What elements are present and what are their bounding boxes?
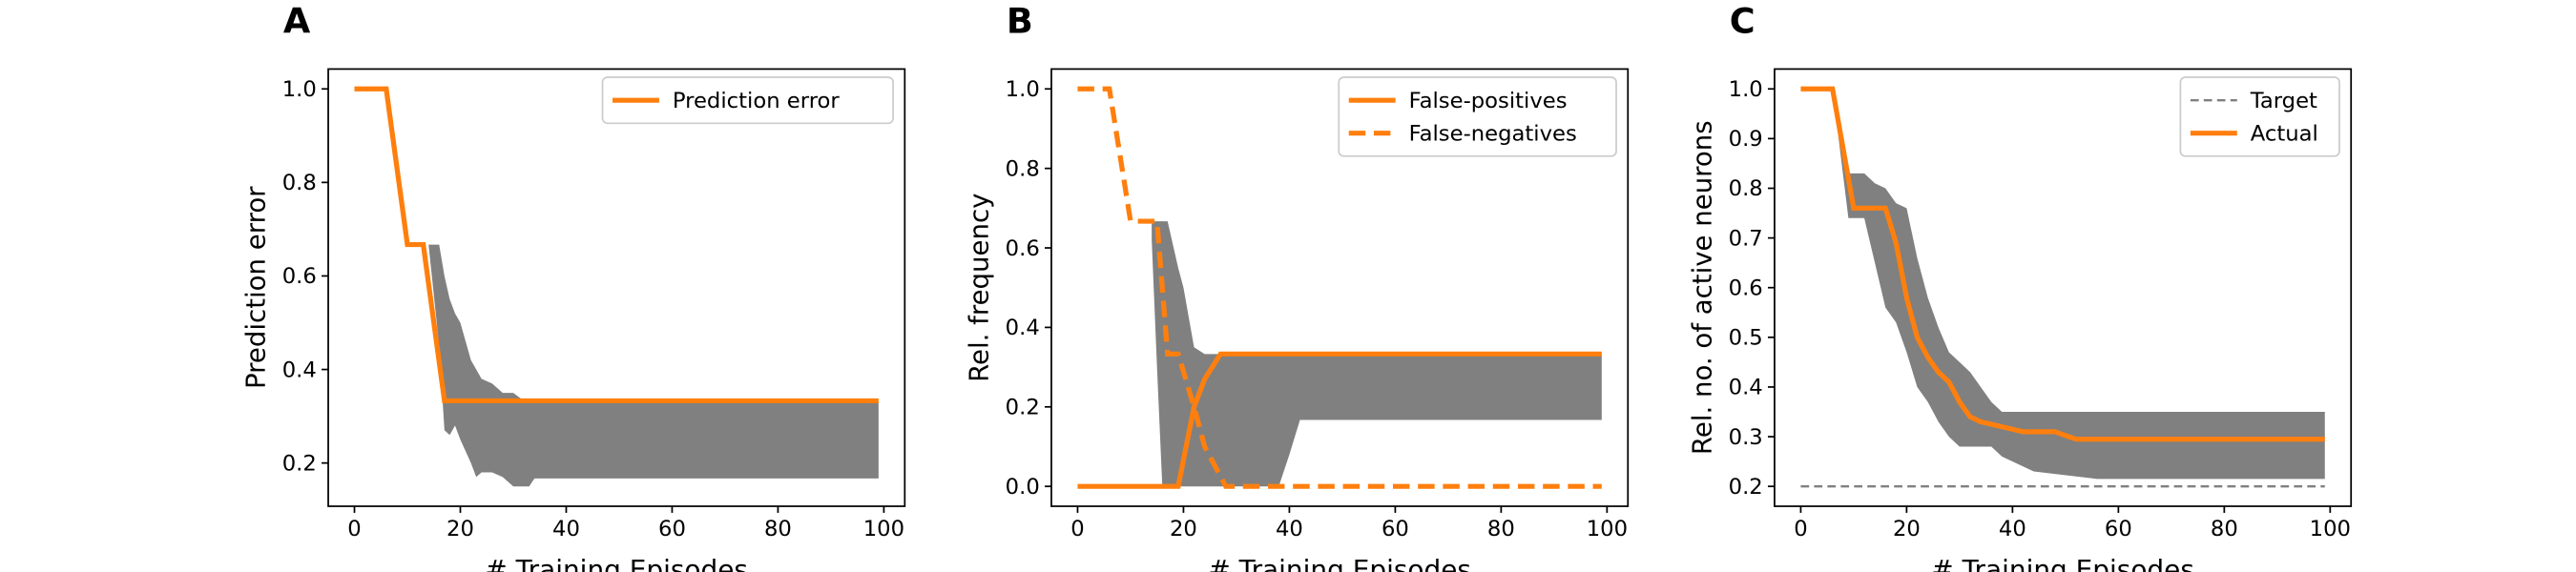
band bbox=[428, 244, 879, 487]
y-tick-label: 1.0 bbox=[1006, 77, 1040, 102]
panel: 0 20 40 60 80 100 0.2 0.3 0.4 0.5 0.6 0.7 0.8 0.9 1.0 #… bbox=[1686, 1, 2353, 572]
panel: 0 20 40 60 80 100 0.2 0.4 0.6 0.8 1.0 # Training Ep… bbox=[240, 1, 906, 572]
x-tick-label: 100 bbox=[1587, 517, 1628, 541]
x-axis-label: # Training Episodes bbox=[1931, 554, 2194, 572]
series-line bbox=[1077, 351, 1602, 489]
y-tick-label: 0.2 bbox=[1729, 475, 1763, 500]
axes-frame bbox=[327, 68, 906, 507]
legend-label: Prediction error bbox=[673, 89, 841, 113]
y-tick-label: 0.8 bbox=[282, 171, 317, 195]
x-axis-label: # Training Episodes bbox=[485, 554, 748, 572]
x-tick-label: 80 bbox=[2211, 517, 2238, 541]
y-tick-label: 0.4 bbox=[1006, 316, 1040, 340]
legend-box bbox=[2179, 76, 2340, 157]
x-tick-label: 20 bbox=[447, 517, 474, 541]
x-tick-label: 20 bbox=[1170, 517, 1197, 541]
panel-label: C bbox=[1730, 1, 1755, 42]
panel: 0 20 40 60 80 100 0.0 0.2 0.4 0.6 0.8 1.0 # Training… bbox=[963, 1, 1630, 572]
legend-box bbox=[1338, 76, 1617, 157]
legend-label: Actual bbox=[2251, 122, 2318, 147]
x-tick-label: 40 bbox=[1276, 517, 1303, 541]
x-tick-label: 0 bbox=[1070, 517, 1084, 541]
x-tick-label: 60 bbox=[2105, 517, 2132, 541]
y-tick-label: 0.2 bbox=[1006, 396, 1040, 420]
x-tick-label: 80 bbox=[764, 517, 792, 541]
series-line bbox=[354, 86, 879, 404]
y-tick-label: 0.8 bbox=[1729, 176, 1763, 201]
y-tick-label: 0.6 bbox=[1006, 236, 1040, 261]
y-tick-label: 0.4 bbox=[282, 358, 317, 382]
x-tick-label: 0 bbox=[1794, 517, 1807, 541]
y-axis-label: Prediction error bbox=[240, 186, 272, 389]
legend-label: False-positives bbox=[1409, 89, 1568, 113]
y-tick-label: 0.7 bbox=[1729, 226, 1763, 251]
x-tick-label: 0 bbox=[347, 517, 361, 541]
x-tick-label: 60 bbox=[658, 517, 686, 541]
x-tick-label: 20 bbox=[1893, 517, 1921, 541]
y-tick-label: 0.0 bbox=[1006, 475, 1040, 500]
series-line bbox=[1077, 86, 1602, 489]
legend-label: False-negatives bbox=[1409, 122, 1577, 147]
y-tick-label: 0.8 bbox=[1006, 157, 1040, 182]
y-tick-label: 0.3 bbox=[1729, 425, 1763, 450]
band bbox=[1832, 89, 2325, 480]
y-tick-label: 0.9 bbox=[1729, 127, 1763, 152]
x-tick-label: 40 bbox=[1999, 517, 2026, 541]
y-tick-label: 0.2 bbox=[282, 452, 317, 477]
y-tick-label: 0.5 bbox=[1729, 326, 1763, 351]
y-axis-label: Rel. frequency bbox=[963, 194, 994, 382]
x-tick-label: 100 bbox=[2310, 517, 2351, 541]
x-tick-label: 80 bbox=[1487, 517, 1515, 541]
y-tick-label: 0.6 bbox=[282, 264, 317, 289]
legend-box bbox=[601, 76, 894, 125]
series-line bbox=[1800, 86, 2325, 442]
x-tick-label: 100 bbox=[863, 517, 904, 541]
y-axis-label: Rel. no. of active neurons bbox=[1686, 120, 1717, 455]
x-tick-label: 60 bbox=[1381, 517, 1409, 541]
panel-label: B bbox=[1007, 1, 1033, 42]
axes-frame bbox=[1050, 68, 1630, 507]
y-tick-label: 1.0 bbox=[282, 77, 317, 102]
x-axis-label: # Training Episodes bbox=[1208, 554, 1471, 572]
x-tick-label: 40 bbox=[552, 517, 580, 541]
y-tick-label: 0.6 bbox=[1729, 276, 1763, 301]
band bbox=[1152, 221, 1602, 487]
y-tick-label: 1.0 bbox=[1729, 77, 1763, 102]
legend-label: Target bbox=[2250, 89, 2317, 113]
y-tick-label: 0.4 bbox=[1729, 376, 1763, 400]
panel-label: A bbox=[283, 1, 311, 42]
